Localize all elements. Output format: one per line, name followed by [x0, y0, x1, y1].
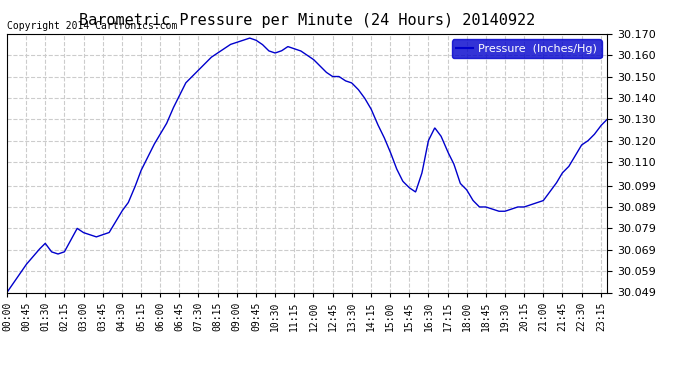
Text: Copyright 2014 Cartronics.com: Copyright 2014 Cartronics.com [7, 21, 177, 31]
Legend: Pressure  (Inches/Hg): Pressure (Inches/Hg) [452, 39, 602, 58]
Title: Barometric Pressure per Minute (24 Hours) 20140922: Barometric Pressure per Minute (24 Hours… [79, 13, 535, 28]
